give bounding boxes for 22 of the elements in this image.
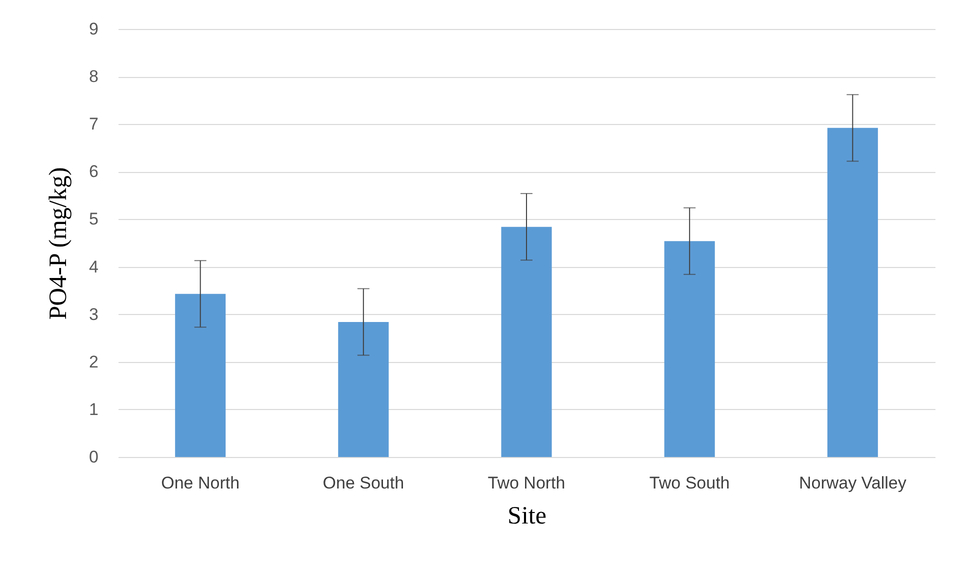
y-tick-label: 6 — [89, 162, 98, 182]
y-tick-label: 3 — [89, 304, 98, 324]
x-tick-label: Two South — [649, 474, 730, 492]
y-tick-label: 1 — [89, 400, 98, 419]
x-tick-label: Norway Valley — [798, 474, 907, 492]
y-tick-label: 5 — [89, 210, 98, 229]
y-tick-label: 9 — [89, 20, 98, 38]
bar — [827, 128, 878, 457]
y-tick-label: 7 — [89, 114, 98, 134]
y-tick-label: 8 — [89, 67, 98, 86]
y-tick-label: 2 — [89, 352, 98, 372]
y-axis-title: PO4-P (mg/kg) — [45, 167, 72, 320]
bar — [338, 322, 389, 457]
bar — [175, 294, 226, 457]
bar — [501, 226, 552, 457]
x-tick-label: Two North — [488, 474, 566, 492]
y-tick-label: 4 — [89, 257, 98, 276]
x-axis-title: Site — [508, 502, 546, 530]
y-tick-label: 0 — [89, 448, 98, 466]
x-tick-label: One North — [161, 474, 240, 492]
x-tick-label: One South — [322, 474, 404, 492]
bar — [664, 241, 715, 457]
